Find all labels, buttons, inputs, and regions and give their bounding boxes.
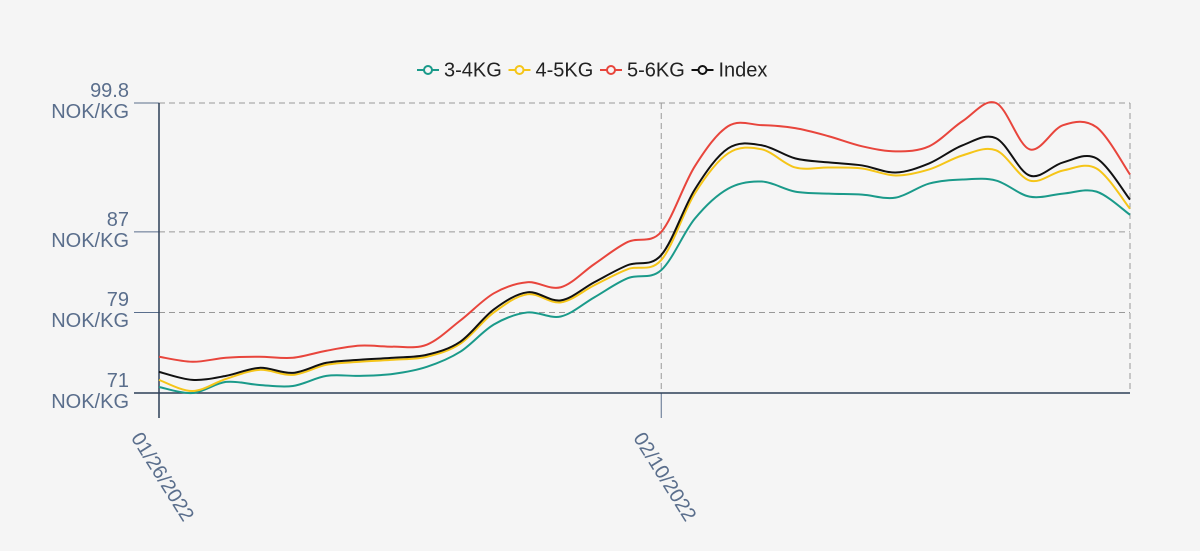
y-tick-label: 71 NOK/KG [51,370,129,413]
y-tick-label: 99.8 NOK/KG [51,80,129,123]
x-tick-label: 01/26/2022 [126,429,198,526]
series-line [158,177,1131,395]
legend-marker [423,65,433,75]
series-line [158,101,1131,363]
series-line [158,146,1131,392]
series-line [158,135,1131,382]
legend-label: 4-5KG [536,59,594,81]
legend-label: 5-6KG [627,59,685,81]
legend-marker [606,65,616,75]
x-tick-label: 02/10/2022 [629,429,701,526]
y-tick-label: 87 NOK/KG [51,208,129,252]
legend-marker [514,65,525,75]
legend-label: Index [719,59,768,81]
y-tick-label: 79 NOK/KG [51,289,129,333]
legend-label: 3-4KG [444,59,502,81]
legend-marker [697,65,708,75]
